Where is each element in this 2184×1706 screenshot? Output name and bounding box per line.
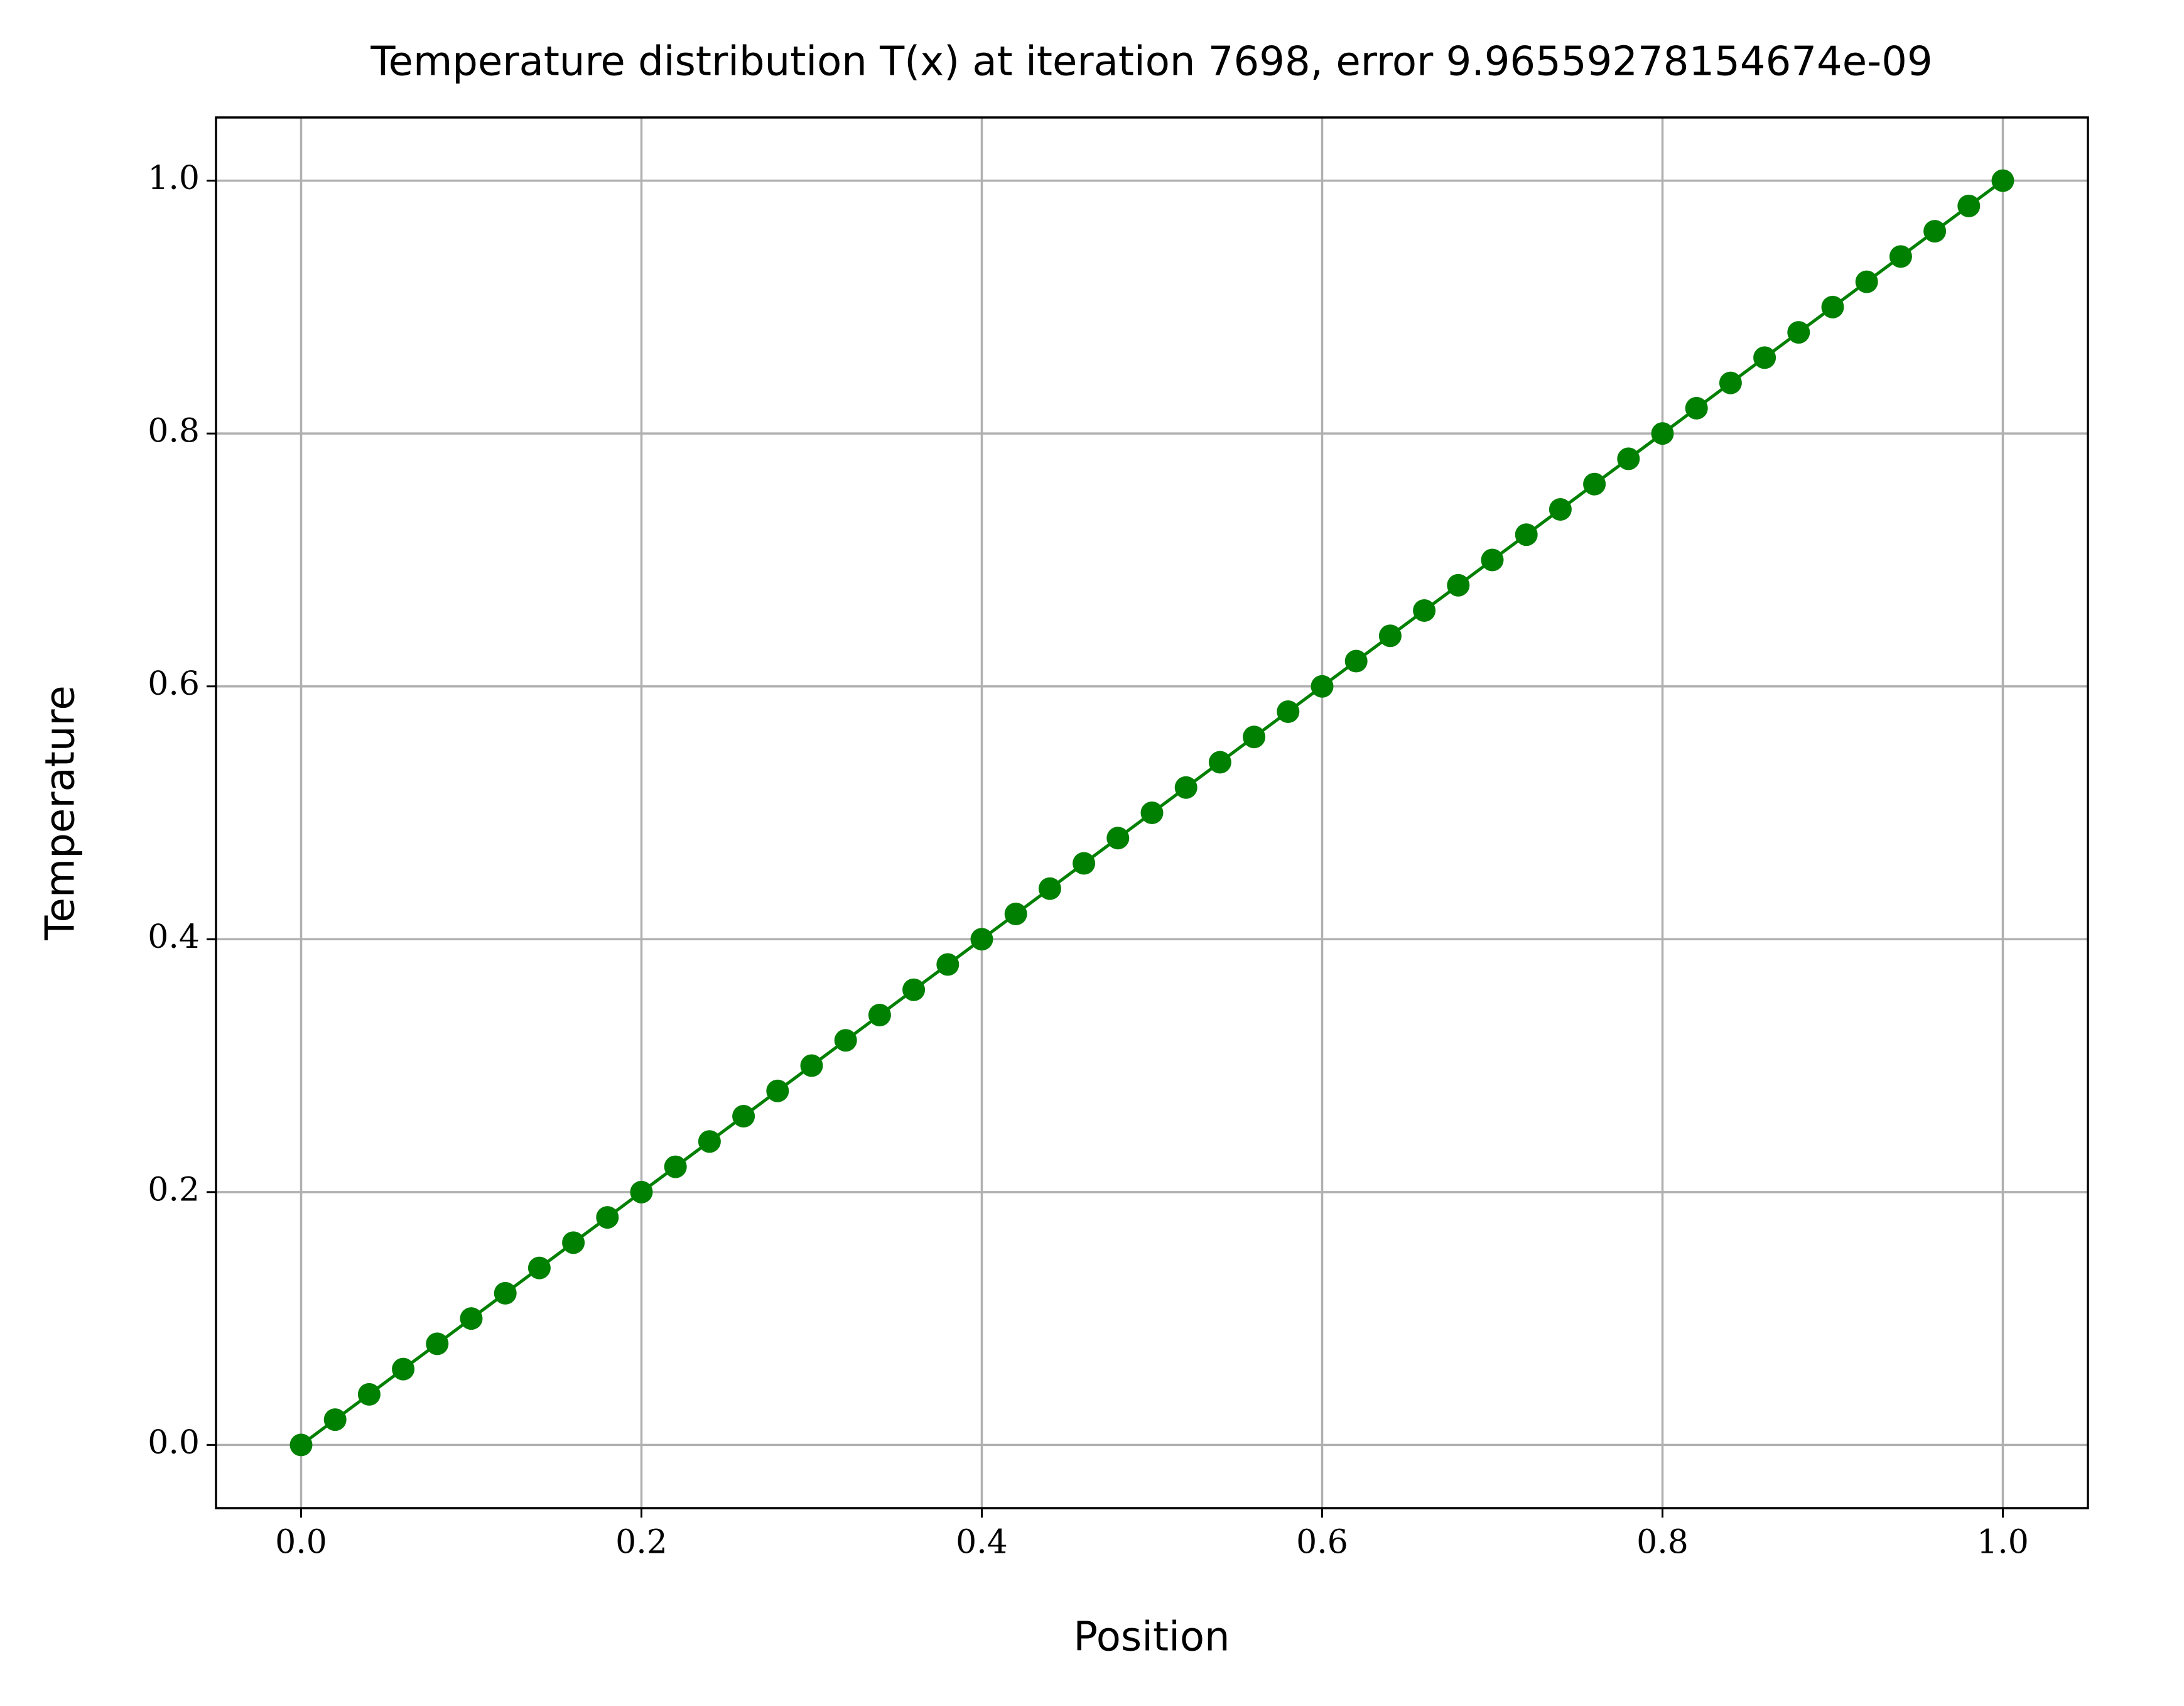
data-point bbox=[664, 1155, 687, 1178]
data-point bbox=[1208, 751, 1231, 774]
data-point bbox=[1140, 801, 1164, 824]
chart-title: Temperature distribution T(x) at iterati… bbox=[370, 39, 1932, 85]
data-point bbox=[1957, 194, 1981, 217]
data-point bbox=[1344, 649, 1368, 673]
y-tick-label: 0.0 bbox=[148, 1424, 200, 1462]
data-point bbox=[1413, 599, 1436, 622]
x-tick-label: 0.8 bbox=[1636, 1524, 1689, 1562]
data-point bbox=[1923, 220, 1947, 243]
data-point bbox=[732, 1105, 755, 1128]
data-point bbox=[1038, 877, 1061, 900]
data-point bbox=[1651, 422, 1674, 445]
x-tick-label: 0.4 bbox=[956, 1524, 1008, 1562]
y-axis-label: Temperature bbox=[38, 685, 84, 940]
data-point bbox=[1311, 675, 1334, 698]
data-point bbox=[698, 1130, 721, 1153]
data-point bbox=[1719, 371, 1742, 394]
data-point bbox=[1787, 321, 1810, 344]
x-tick-label: 0.6 bbox=[1296, 1524, 1348, 1562]
x-axis-label: Position bbox=[1073, 1614, 1230, 1661]
data-point bbox=[1277, 700, 1300, 723]
data-point bbox=[1549, 497, 1572, 521]
data-point bbox=[868, 1004, 891, 1027]
x-tick-label: 1.0 bbox=[1977, 1524, 2029, 1562]
data-point bbox=[1004, 903, 1027, 926]
data-point bbox=[1855, 270, 1878, 293]
y-tick-label: 1.0 bbox=[148, 160, 200, 197]
data-point bbox=[596, 1206, 619, 1229]
y-tick-label: 0.6 bbox=[148, 665, 200, 703]
x-tick-label: 0.2 bbox=[615, 1524, 668, 1562]
data-point bbox=[1515, 523, 1538, 546]
data-point bbox=[289, 1433, 313, 1457]
plot-frame bbox=[215, 116, 2089, 1509]
data-point bbox=[1821, 295, 1844, 318]
data-point bbox=[1174, 776, 1197, 799]
data-point bbox=[1685, 396, 1708, 420]
data-point bbox=[766, 1079, 789, 1102]
data-point bbox=[1617, 447, 1640, 470]
data-point bbox=[970, 928, 993, 951]
data-point bbox=[1481, 548, 1504, 572]
data-point bbox=[1583, 472, 1606, 496]
data-point bbox=[1378, 624, 1402, 648]
x-tick-label: 0.0 bbox=[275, 1524, 327, 1562]
data-point bbox=[323, 1408, 347, 1432]
data-point bbox=[630, 1180, 653, 1203]
data-point bbox=[460, 1307, 483, 1330]
data-point bbox=[902, 978, 926, 1001]
data-point bbox=[392, 1357, 415, 1381]
data-point bbox=[1243, 725, 1266, 749]
data-point bbox=[562, 1231, 585, 1254]
data-point bbox=[357, 1383, 381, 1406]
data-point bbox=[426, 1332, 449, 1356]
data-point bbox=[1991, 169, 2014, 192]
y-tick-label: 0.2 bbox=[148, 1171, 200, 1209]
data-point bbox=[494, 1281, 517, 1305]
data-point bbox=[936, 953, 960, 976]
data-point bbox=[1447, 573, 1470, 597]
data-point bbox=[1106, 827, 1130, 850]
data-point bbox=[800, 1054, 823, 1077]
data-point bbox=[1073, 852, 1096, 875]
data-point bbox=[1889, 245, 1912, 268]
data-point bbox=[527, 1256, 551, 1280]
data-point bbox=[834, 1029, 857, 1052]
y-tick-label: 0.4 bbox=[148, 918, 200, 956]
y-tick-label: 0.8 bbox=[148, 413, 200, 450]
data-point bbox=[1753, 346, 1776, 369]
